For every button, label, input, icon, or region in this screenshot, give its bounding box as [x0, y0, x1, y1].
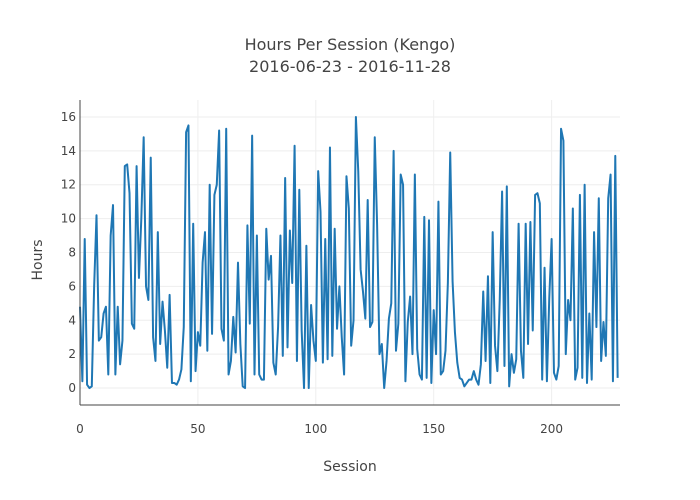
- y-tick-label: 4: [68, 313, 76, 327]
- series-line: [79, 115, 619, 390]
- chart-title-line1: Hours Per Session (Kengo): [245, 35, 456, 54]
- y-axis-title: Hours: [30, 239, 46, 280]
- y-tick-label: 0: [68, 381, 76, 395]
- x-tick-label: 0: [76, 422, 84, 436]
- x-tick-label: 100: [304, 422, 327, 436]
- series-layer: [79, 115, 619, 390]
- y-tick-label: 10: [61, 212, 76, 226]
- chart-title-line2: 2016-06-23 - 2016-11-28: [249, 57, 451, 76]
- y-tick-label: 14: [61, 144, 76, 158]
- y-tick-label: 12: [61, 178, 76, 192]
- x-axis-title: Session: [323, 459, 376, 475]
- x-tick-label: 150: [422, 422, 445, 436]
- y-tick-label: 16: [61, 110, 76, 124]
- axes: [79, 100, 620, 406]
- tick-labels: 0 2 4 6 8 10 12 14 16 0 50 100 150 200: [61, 110, 563, 436]
- y-tick-label: 2: [68, 347, 76, 361]
- y-tick-label: 6: [68, 279, 76, 293]
- x-tick-label: 50: [190, 422, 205, 436]
- x-tick-label: 200: [540, 422, 563, 436]
- y-tick-label: 8: [68, 246, 76, 260]
